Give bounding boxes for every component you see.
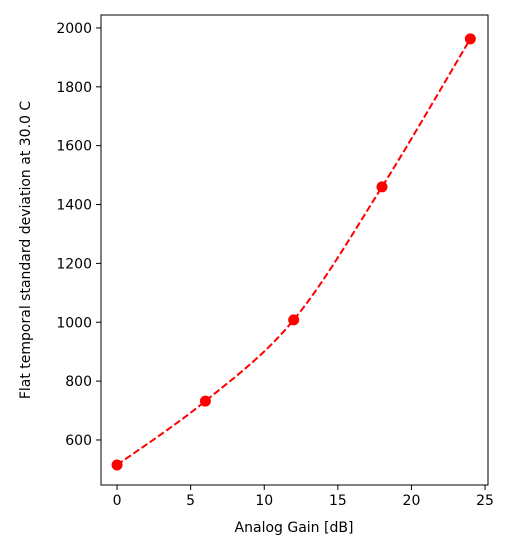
- data-point: [376, 181, 388, 193]
- x-tick-label: 0: [113, 493, 122, 509]
- y-tick-label: 600: [65, 433, 92, 449]
- y-tick-label: 1000: [56, 315, 92, 331]
- y-tick-label: 2000: [56, 21, 92, 37]
- y-axis-label: Flat temporal standard deviation at 30.0…: [18, 101, 34, 400]
- y-tick-label: 800: [65, 374, 92, 390]
- data-point: [288, 314, 300, 326]
- data-point: [111, 459, 123, 471]
- y-tick-label: 1600: [56, 139, 92, 155]
- y-tick-label: 1200: [56, 256, 92, 272]
- data-point: [199, 395, 211, 407]
- x-tick-label: 15: [329, 493, 347, 509]
- y-tick-label: 1800: [56, 80, 92, 96]
- x-tick-label: 20: [403, 493, 421, 509]
- fit-line: [116, 38, 472, 466]
- x-tick-label: 5: [186, 493, 195, 509]
- x-axis-label: Analog Gain [dB]: [235, 520, 354, 536]
- x-tick-label: 25: [476, 493, 494, 509]
- x-tick-label: 10: [255, 493, 273, 509]
- y-tick-label: 1400: [56, 198, 92, 214]
- data-point: [464, 33, 476, 45]
- plot-frame: [100, 14, 489, 486]
